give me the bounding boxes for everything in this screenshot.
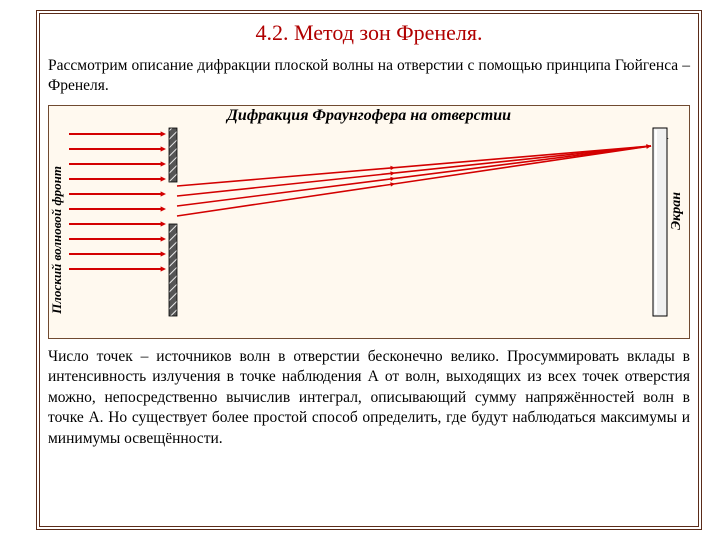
conclusion-paragraph: Число точек – источников волн в отверсти… [48, 347, 690, 449]
diffraction-figure: Дифракция Фраунгофера на отверстии Плоск… [48, 105, 690, 339]
content-area: 4.2. Метод зон Френеля. Рассмотрим описа… [44, 18, 694, 522]
figure-svg [49, 106, 689, 338]
section-title: 4.2. Метод зон Френеля. [44, 20, 694, 46]
slide: 4.2. Метод зон Френеля. Рассмотрим описа… [0, 0, 720, 540]
intro-paragraph: Рассмотрим описание дифракции плоской во… [48, 56, 690, 97]
